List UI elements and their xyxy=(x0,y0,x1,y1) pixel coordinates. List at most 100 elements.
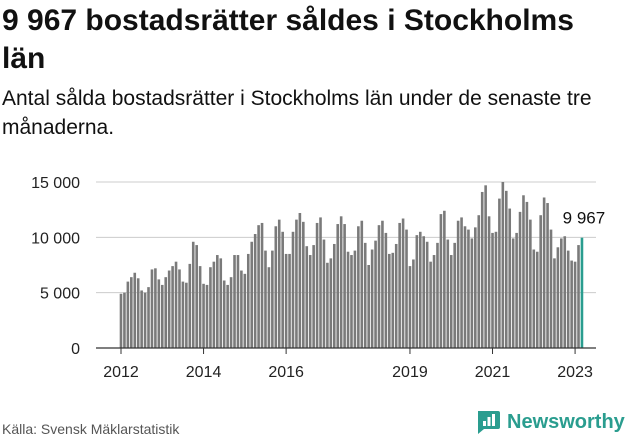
bar xyxy=(205,284,209,348)
bar xyxy=(405,229,408,348)
bar xyxy=(425,241,429,348)
bar xyxy=(305,246,309,348)
bar xyxy=(408,266,412,348)
bar xyxy=(391,252,395,348)
bar xyxy=(560,238,563,348)
y-tick-label: 0 xyxy=(71,341,80,358)
bar xyxy=(284,253,288,348)
bar xyxy=(518,211,522,348)
bar xyxy=(226,284,229,348)
bar xyxy=(332,243,336,348)
bar xyxy=(326,262,329,348)
bar xyxy=(577,245,580,348)
bar xyxy=(243,273,247,348)
bar xyxy=(198,266,202,348)
bar xyxy=(119,293,123,348)
bar xyxy=(264,250,267,348)
x-tick-label: 2019 xyxy=(392,364,428,381)
bar xyxy=(484,185,487,348)
bar xyxy=(143,292,147,348)
bar xyxy=(394,243,398,348)
bar xyxy=(140,290,143,348)
bar xyxy=(319,217,322,348)
x-tick-label: 2023 xyxy=(557,364,593,381)
bar xyxy=(553,258,556,348)
y-tick-label: 15 000 xyxy=(31,175,80,192)
bar xyxy=(470,238,474,348)
bar xyxy=(546,203,549,348)
bar xyxy=(219,258,223,348)
bar xyxy=(353,250,357,348)
bar xyxy=(302,221,305,348)
bar xyxy=(467,229,470,348)
bar xyxy=(240,270,243,348)
bar xyxy=(164,277,168,348)
bar xyxy=(453,242,456,348)
bar xyxy=(573,261,577,348)
bar xyxy=(436,242,439,348)
bar xyxy=(336,224,340,348)
bar xyxy=(456,220,460,348)
bar xyxy=(415,235,419,348)
bar xyxy=(460,217,463,348)
bar xyxy=(291,231,295,348)
bar xyxy=(181,281,185,348)
bar xyxy=(136,278,140,348)
bar xyxy=(130,277,133,348)
y-tick-label: 10 000 xyxy=(31,230,80,247)
bar xyxy=(123,292,126,348)
bar xyxy=(188,263,192,348)
brand-name: Newsworthy xyxy=(507,410,625,433)
bar xyxy=(195,245,198,348)
axis-layer xyxy=(96,347,596,354)
bar xyxy=(346,251,350,348)
bar xyxy=(363,242,367,348)
bar xyxy=(357,226,360,348)
x-tick-label: 2021 xyxy=(475,364,511,381)
bar xyxy=(315,222,319,348)
bar xyxy=(504,190,508,348)
bar xyxy=(298,212,302,348)
chart-title: 9 967 bostadsrätter såldes i Stockholms … xyxy=(2,4,574,75)
bar xyxy=(398,222,401,348)
bar xyxy=(480,191,484,348)
bar xyxy=(370,249,374,348)
bar xyxy=(253,234,257,348)
bar xyxy=(147,287,150,348)
bar xyxy=(222,280,226,348)
bar xyxy=(388,253,391,348)
bar xyxy=(174,261,178,348)
bar xyxy=(549,229,553,348)
bar xyxy=(312,245,315,348)
bar xyxy=(498,198,501,348)
bar xyxy=(443,210,446,348)
bar xyxy=(126,281,130,348)
bar xyxy=(295,219,298,348)
bar xyxy=(339,216,343,348)
bar xyxy=(281,231,284,348)
highlight-bar xyxy=(580,237,584,348)
bar xyxy=(236,255,240,348)
bar xyxy=(233,255,236,348)
bar xyxy=(381,220,384,348)
bar xyxy=(202,283,205,348)
bar xyxy=(229,277,233,348)
bar xyxy=(522,195,525,348)
bar xyxy=(185,282,188,348)
chart-subtitle: Antal sålda bostadsrätter i Stockholms l… xyxy=(2,87,592,139)
newsworthy-logo-icon xyxy=(478,411,500,434)
bar xyxy=(360,220,364,348)
bar xyxy=(432,255,436,348)
bar xyxy=(429,261,432,348)
bar xyxy=(491,232,494,348)
bar xyxy=(343,224,346,348)
bar xyxy=(250,241,254,348)
bar xyxy=(133,272,137,348)
bar xyxy=(260,222,264,348)
bar xyxy=(539,215,542,348)
bar xyxy=(277,219,281,348)
source-note: Källa: Svensk Mäklarstatistik xyxy=(2,421,180,437)
bar xyxy=(563,236,567,348)
bar xyxy=(422,236,426,348)
bar xyxy=(556,247,560,348)
